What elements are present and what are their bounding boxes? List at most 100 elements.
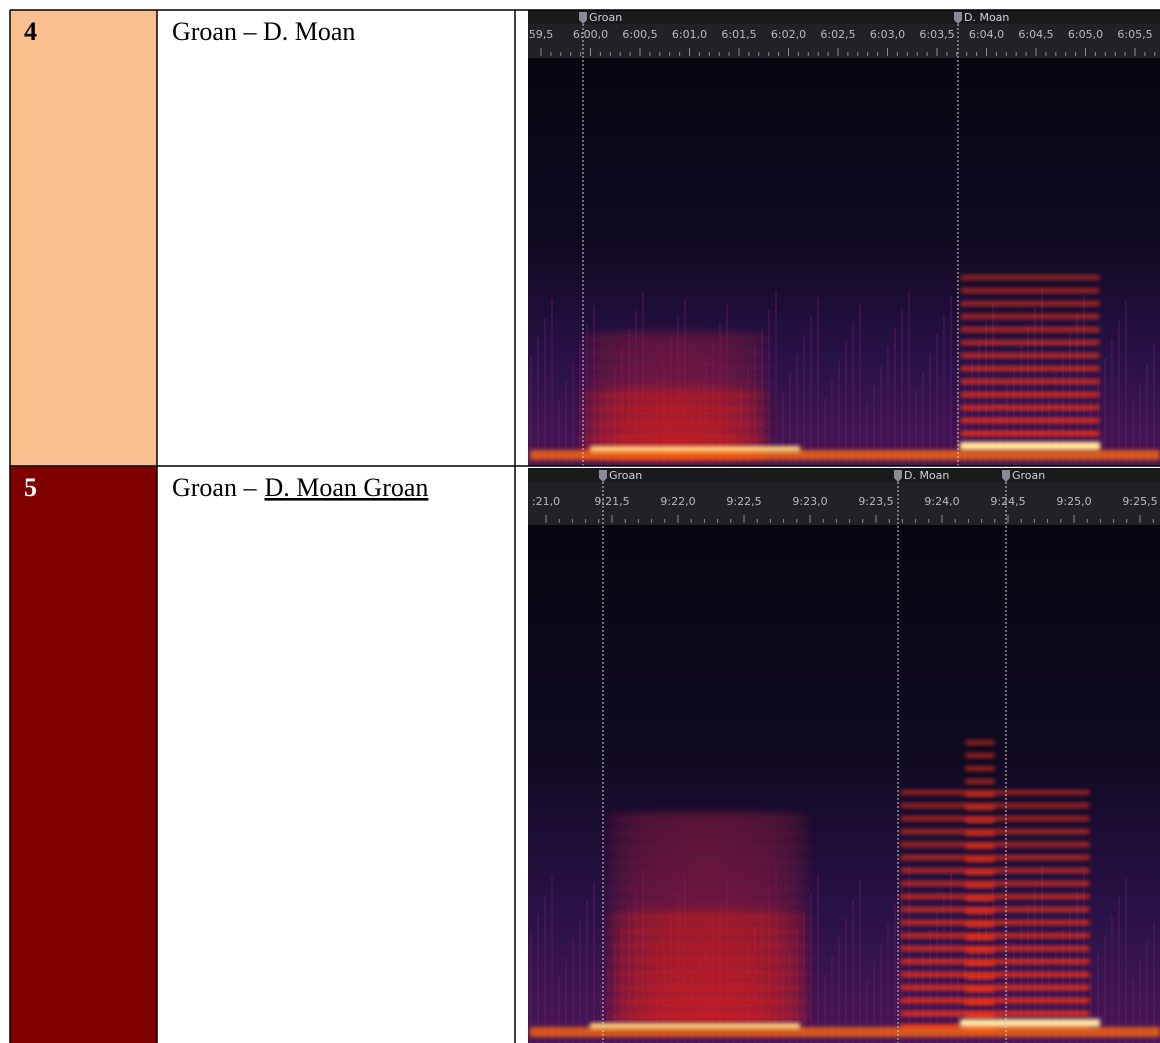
groan-energy xyxy=(605,827,810,841)
spectrogram: :21,09:21,59:22,09:22,59:23,09:23,59:24,… xyxy=(528,468,1160,1043)
moan-harmonic xyxy=(960,288,1100,293)
timeline-label: 6:03,5 xyxy=(919,28,954,41)
marker-label: Groan xyxy=(589,11,622,24)
groan-energy xyxy=(580,347,770,361)
timeline-label: 6:00,0 xyxy=(573,28,608,41)
groan-energy xyxy=(605,841,810,855)
noise xyxy=(775,291,777,466)
noise xyxy=(768,310,770,466)
row-number: 4 xyxy=(24,17,37,46)
marker-label: Groan xyxy=(609,469,642,482)
timeline-label: 9:22,5 xyxy=(726,495,761,508)
groan-energy xyxy=(605,911,810,925)
moan-harmonic xyxy=(965,935,995,940)
moan-harmonic xyxy=(900,816,1090,821)
moan-harmonic xyxy=(960,301,1100,306)
moan-harmonic xyxy=(900,790,1090,795)
noise xyxy=(887,924,889,1043)
noise xyxy=(530,933,532,1043)
timeline-label: 6:01,5 xyxy=(721,28,756,41)
moan-harmonic xyxy=(960,392,1100,397)
number-cell xyxy=(10,10,157,466)
noise xyxy=(1104,358,1106,466)
noise xyxy=(894,905,896,1043)
moan-harmonic xyxy=(960,418,1100,423)
groan-energy xyxy=(580,403,770,417)
timeline-label: 6:05,5 xyxy=(1117,28,1152,41)
moan-harmonic xyxy=(900,881,1090,886)
noise xyxy=(1041,866,1043,1043)
moan-harmonic xyxy=(960,405,1100,410)
noise xyxy=(908,290,910,466)
moan-harmonic xyxy=(900,1011,1090,1016)
noise xyxy=(586,901,588,1043)
moan-harmonic xyxy=(965,883,995,888)
noise xyxy=(852,322,854,466)
noise xyxy=(1111,339,1113,466)
moan-harmonic xyxy=(965,1013,995,1018)
noise xyxy=(887,347,889,466)
timeline-label: 6:02,5 xyxy=(820,28,855,41)
timeline-label: 6:03,0 xyxy=(870,28,905,41)
groan-energy xyxy=(580,333,770,347)
moan-harmonic xyxy=(900,829,1090,834)
timeline-label: 9:23,5 xyxy=(858,495,893,508)
groan-energy xyxy=(605,813,810,827)
moan-harmonic xyxy=(960,327,1100,332)
noise xyxy=(803,335,805,466)
noise xyxy=(551,299,553,466)
timeline-label: :21,0 xyxy=(532,495,560,508)
noise xyxy=(817,297,819,466)
moan-harmonic xyxy=(900,842,1090,847)
moan-harmonic xyxy=(965,753,995,758)
moan-harmonic xyxy=(965,961,995,966)
moan-harmonic xyxy=(965,870,995,875)
timeline-label: 9:24,0 xyxy=(924,495,959,508)
label-underlined: D. Moan Groan xyxy=(264,473,428,502)
noise xyxy=(1153,345,1155,466)
noise xyxy=(544,318,546,466)
timeline-label: 6:00,5 xyxy=(622,28,657,41)
groan-energy xyxy=(605,1009,810,1023)
moan-harmonic xyxy=(960,340,1100,345)
moan-harmonic xyxy=(900,998,1090,1003)
timeline-label: 9:25,0 xyxy=(1056,495,1091,508)
moan-harmonic xyxy=(900,920,1090,925)
moan-harmonic xyxy=(900,933,1090,938)
moan-harmonic xyxy=(965,857,995,862)
groan-energy xyxy=(580,375,770,389)
moan-harmonic xyxy=(960,275,1100,280)
label-part: Groan – xyxy=(172,473,257,502)
noise xyxy=(537,914,539,1043)
moan-harmonic xyxy=(960,379,1100,384)
moan-harmonic xyxy=(900,972,1090,977)
noise xyxy=(579,920,581,1043)
number-cell xyxy=(10,466,157,1043)
moan-harmonic xyxy=(900,907,1090,912)
noise xyxy=(1125,301,1127,466)
moan-harmonic xyxy=(965,779,995,784)
noise xyxy=(579,343,581,466)
noise xyxy=(894,328,896,466)
noise xyxy=(1125,878,1127,1043)
noise xyxy=(1153,922,1155,1043)
moan-harmonic xyxy=(965,1000,995,1005)
timeline-label: 9:25,5 xyxy=(1122,495,1157,508)
row-label: Groan –D. Moan Groan xyxy=(172,473,428,502)
noise xyxy=(929,353,931,466)
moan-harmonic xyxy=(965,792,995,797)
page: 59,56:00,06:00,56:01,06:01,56:02,06:02,5… xyxy=(0,0,1160,1043)
noise xyxy=(845,341,847,466)
noise xyxy=(943,315,945,466)
moan-harmonic xyxy=(960,314,1100,319)
moan-harmonic xyxy=(900,894,1090,899)
moan-harmonic xyxy=(965,818,995,823)
moan-harmonic xyxy=(965,831,995,836)
timeline-label: 9:24,5 xyxy=(990,495,1025,508)
moan-harmonic xyxy=(965,896,995,901)
groan-energy xyxy=(605,883,810,897)
moan-harmonic xyxy=(965,844,995,849)
groan-energy xyxy=(605,981,810,995)
marker-label: D. Moan xyxy=(964,11,1009,24)
noise xyxy=(1118,897,1120,1043)
